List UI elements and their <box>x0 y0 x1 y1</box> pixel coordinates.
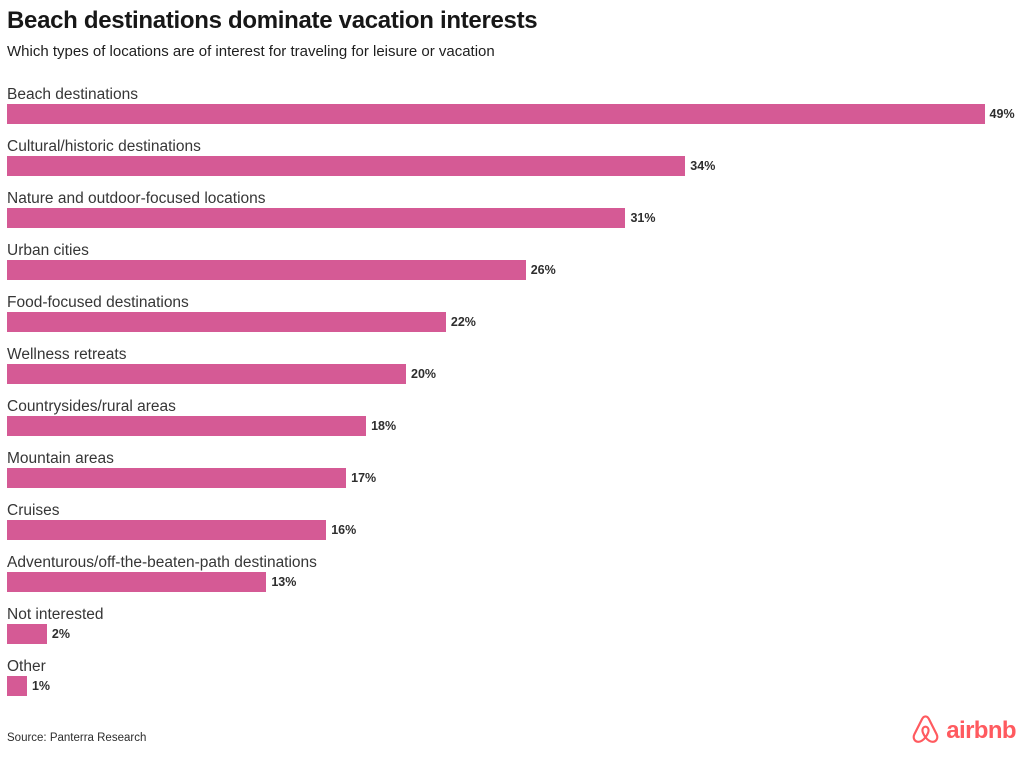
bar-row: Urban cities 26% <box>7 241 1017 293</box>
bar-track: 17% <box>7 467 1017 488</box>
bar-value-label: 26% <box>530 262 556 277</box>
bar-track: 26% <box>7 259 1017 280</box>
bar-row: Wellness retreats 20% <box>7 345 1017 397</box>
bar-track: 16% <box>7 519 1017 540</box>
bar-value-label: 20% <box>411 366 437 381</box>
bar-track: 18% <box>7 415 1017 436</box>
bar-value-label: 31% <box>630 210 656 225</box>
bar-track: 2% <box>7 623 1017 644</box>
bar-track: 20% <box>7 363 1017 384</box>
bar-category-label: Beach destinations <box>7 85 138 103</box>
bar-track: 1% <box>7 675 1017 696</box>
bar-value-label: 22% <box>450 314 476 329</box>
bar-category-label: Adventurous/off-the-beaten-path destinat… <box>7 553 317 571</box>
bar <box>7 155 686 176</box>
bar <box>7 519 327 540</box>
bar <box>7 363 406 384</box>
airbnb-logo: airbnb <box>909 713 1017 751</box>
bar-value-label: 1% <box>31 678 51 693</box>
airbnb-wordmark: airbnb <box>946 716 1016 744</box>
bar-row: Food-focused destinations 22% <box>7 293 1017 345</box>
bar-category-label: Cultural/historic destinations <box>7 137 201 155</box>
bar-category-label: Wellness retreats <box>7 345 127 363</box>
bar-row: Countrysides/rural areas 18% <box>7 397 1017 449</box>
bar-row: Not interested 2% <box>7 605 1017 657</box>
bar-value-label: 49% <box>989 106 1015 121</box>
bar-category-label: Cruises <box>7 501 60 519</box>
bar-track: 13% <box>7 571 1017 592</box>
airbnb-belo-icon <box>909 713 942 751</box>
bar <box>7 207 626 228</box>
bar <box>7 571 267 592</box>
bar-value-label: 34% <box>690 158 716 173</box>
bar-category-label: Urban cities <box>7 241 89 259</box>
bar-track: 34% <box>7 155 1017 176</box>
chart-subtitle: Which types of locations are of interest… <box>7 42 495 60</box>
bar-row: Adventurous/off-the-beaten-path destinat… <box>7 553 1017 605</box>
bar-track: 49% <box>7 103 1017 124</box>
bar-row: Other 1% <box>7 657 1017 709</box>
bar-value-label: 13% <box>271 574 297 589</box>
bar-value-label: 16% <box>331 522 357 537</box>
bar-chart: Beach destinations 49% Cultural/historic d… <box>7 85 1017 709</box>
bar-category-label: Food-focused destinations <box>7 293 189 311</box>
bar-track: 31% <box>7 207 1017 228</box>
bar <box>7 311 446 332</box>
bar <box>7 623 47 644</box>
bar-row: Cultural/historic destinations 34% <box>7 137 1017 189</box>
bar-value-label: 18% <box>371 418 397 433</box>
bar-category-label: Countrysides/rural areas <box>7 397 176 415</box>
chart-title: Beach destinations dominate vacation int… <box>7 7 538 34</box>
bar-category-label: Nature and outdoor-focused locations <box>7 189 266 207</box>
bar <box>7 103 985 124</box>
bar-track: 22% <box>7 311 1017 332</box>
bar-row: Cruises 16% <box>7 501 1017 553</box>
bar-row: Mountain areas 17% <box>7 449 1017 501</box>
bar <box>7 415 367 436</box>
bar-category-label: Mountain areas <box>7 449 114 467</box>
bar <box>7 467 347 488</box>
bar-category-label: Other <box>7 657 46 675</box>
bar-category-label: Not interested <box>7 605 104 623</box>
bar <box>7 259 526 280</box>
bar-row: Nature and outdoor-focused locations 31% <box>7 189 1017 241</box>
bar <box>7 675 27 696</box>
bar-value-label: 2% <box>51 626 70 641</box>
bar-row: Beach destinations 49% <box>7 85 1017 137</box>
bar-value-label: 17% <box>351 470 377 485</box>
source-note: Source: Panterra Research <box>7 732 147 744</box>
